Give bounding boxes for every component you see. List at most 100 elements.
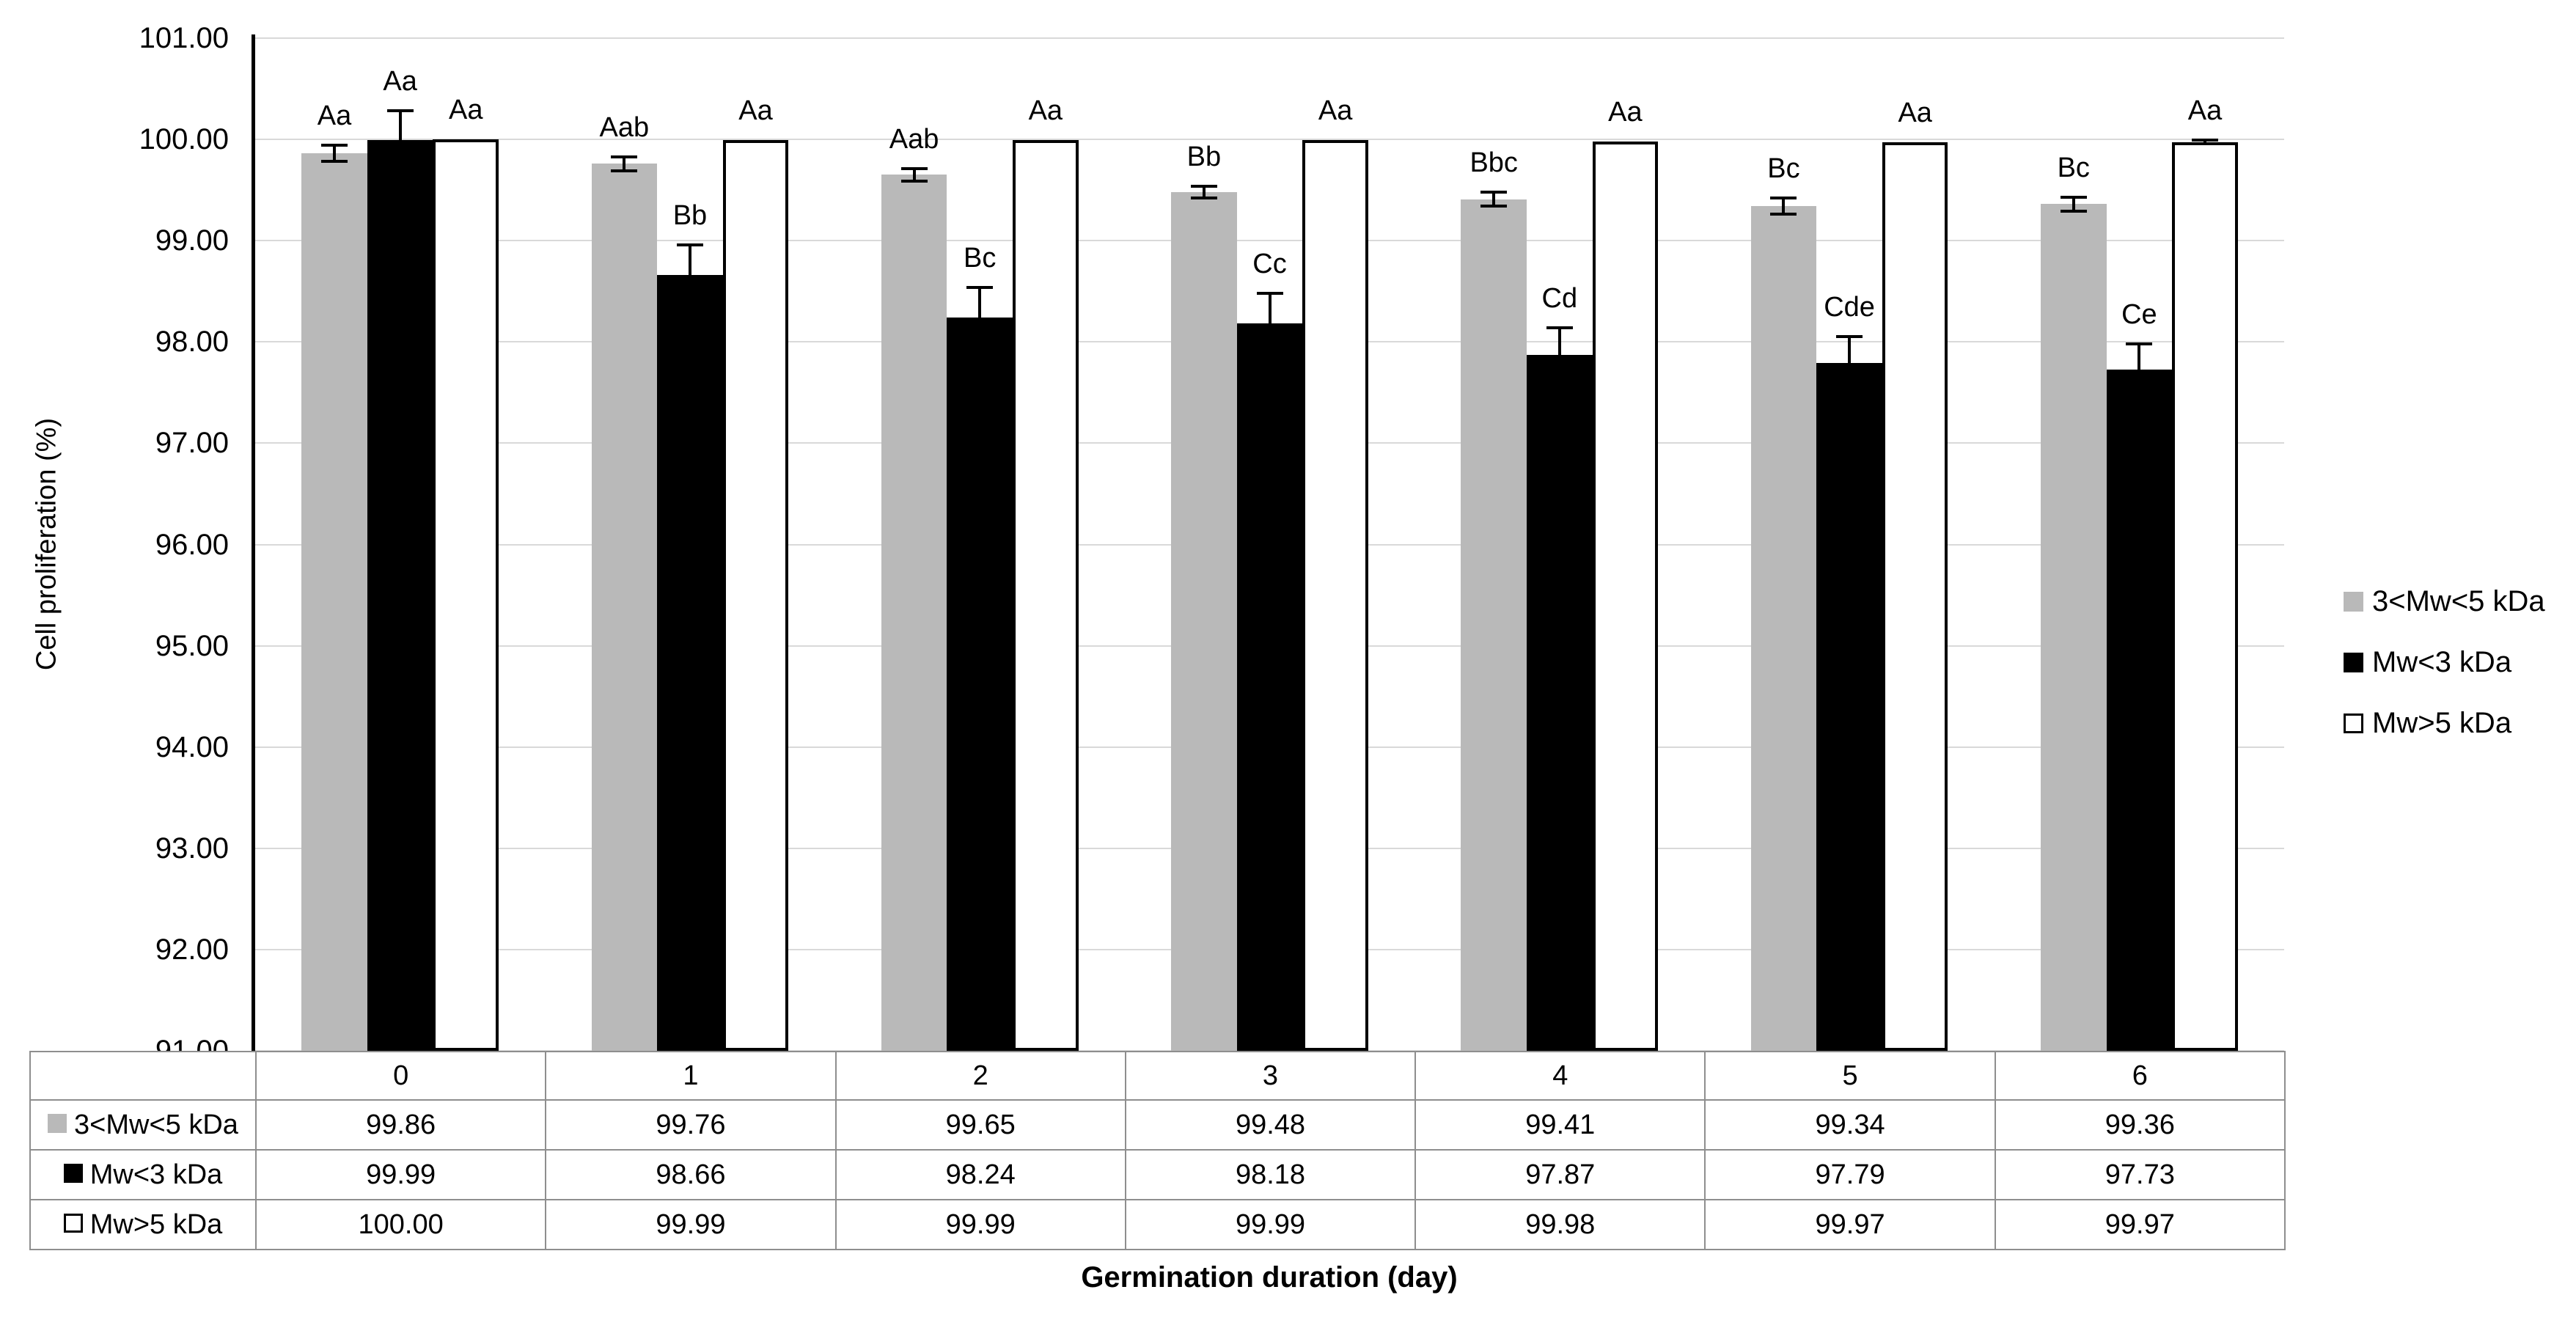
table-value-cell: 99.97 <box>1994 1199 2286 1250</box>
table-value-cell: 100.00 <box>254 1199 547 1250</box>
error-bar-cap <box>1546 326 1573 329</box>
error-bar-cap <box>321 144 348 147</box>
table-category-header: 0 <box>254 1051 547 1101</box>
table-category-header: 5 <box>1704 1051 1996 1101</box>
error-bar-cap <box>1480 205 1508 208</box>
y-axis-tick-label: 101.00 <box>139 22 229 54</box>
error-bar <box>333 145 337 162</box>
table-row-label: Mw<3 kDa <box>29 1149 257 1200</box>
table-value-cell: 99.41 <box>1414 1099 1706 1151</box>
bar <box>1461 199 1527 1051</box>
table-value-cell: 99.76 <box>545 1099 837 1151</box>
bar-significance-label: Aa <box>449 95 483 126</box>
legend-swatch-icon <box>2344 592 2363 612</box>
error-bar-cap <box>2126 342 2153 346</box>
table-category-header: 6 <box>1994 1051 2286 1101</box>
error-bar <box>1557 327 1561 356</box>
error-bar <box>1202 186 1206 199</box>
error-bar-cap <box>966 285 994 289</box>
error-bar-cap <box>2191 139 2218 142</box>
bar-significance-label: Bb <box>1186 141 1222 172</box>
bar-significance-label: Aa <box>1028 95 1063 127</box>
bar-significance-label: Bbc <box>1469 147 1518 178</box>
bar <box>2172 142 2238 1051</box>
bar <box>1013 140 1079 1051</box>
error-bar-cap <box>611 155 638 158</box>
legend-swatch-icon <box>2344 653 2363 672</box>
legend-item: Mw>5 kDa <box>2344 707 2545 740</box>
bar-significance-label: Aa <box>383 66 417 98</box>
bar-significance-label: Bc <box>2057 152 2090 183</box>
error-bar-cap <box>1190 184 1217 188</box>
bar <box>1236 323 1303 1051</box>
bar-significance-label: Ce <box>2121 299 2157 331</box>
error-bar <box>912 169 916 181</box>
y-axis-tick-label: 99.00 <box>155 224 229 257</box>
data-table: 0 1 2 3 4 5 6 3<Mw<5 kDa 99.86 99.76 99.65 99.48 99.… <box>29 1051 2286 1250</box>
error-bar <box>398 111 402 141</box>
error-bar <box>1268 293 1272 324</box>
bar-group: Bc Cde Aa <box>1704 38 1994 1051</box>
series-swatch-icon <box>63 1214 83 1233</box>
error-bar <box>2138 344 2141 370</box>
bar-group: Aa Aa Aa <box>255 38 545 1051</box>
error-bar <box>978 287 982 318</box>
table-value-cell: 99.99 <box>1124 1199 1417 1250</box>
error-bar <box>688 244 691 276</box>
table-value-cell: 98.24 <box>834 1149 1126 1200</box>
table-value-cell: 99.36 <box>1994 1099 2286 1151</box>
error-bar <box>1848 337 1852 364</box>
bar <box>2106 369 2173 1051</box>
error-bar-cap <box>1190 197 1217 200</box>
error-bar-cap <box>1836 335 1863 339</box>
bar <box>2040 204 2107 1051</box>
error-bar-cap <box>611 169 638 172</box>
bar-group: Bc Ce Aa <box>1995 38 2284 1051</box>
y-axis-tick-label: 92.00 <box>155 933 229 966</box>
series-swatch-icon <box>48 1114 67 1134</box>
bar <box>947 318 1013 1051</box>
gridline <box>255 37 2284 39</box>
bar-group: Aab Bc Aa <box>835 38 1125 1051</box>
error-bar <box>1492 191 1496 207</box>
legend-item: 3<Mw<5 kDa <box>2344 585 2545 618</box>
y-axis-line <box>252 34 255 1061</box>
bar <box>1882 142 1948 1051</box>
bar-significance-label: Bc <box>964 242 997 274</box>
series-swatch-icon <box>63 1164 83 1184</box>
bar <box>591 164 658 1051</box>
bar <box>1816 363 1882 1051</box>
bar-group: Bb Cc Aa <box>1125 38 1414 1051</box>
error-bar-cap <box>1770 213 1797 216</box>
table-category-header: 3 <box>1124 1051 1417 1101</box>
error-bar-cap <box>386 109 414 113</box>
data-table-grid: 0 1 2 3 4 5 6 3<Mw<5 kDa 99.86 99.76 99.65 99.48 99.… <box>29 1051 2286 1250</box>
bar-group: Aab Bb Aa <box>545 38 834 1051</box>
bar-significance-label: Aab <box>889 124 939 155</box>
table-value-cell: 97.87 <box>1414 1149 1706 1200</box>
bar-significance-label: Cd <box>1541 282 1578 314</box>
table-value-cell: 99.99 <box>834 1199 1126 1250</box>
bar-significance-label: Aa <box>1608 96 1643 128</box>
error-bar-cap <box>1480 190 1508 194</box>
y-axis-tick-label: 100.00 <box>139 123 229 156</box>
error-bar-cap <box>900 179 928 183</box>
bar <box>881 175 947 1051</box>
y-axis-tick-label: 94.00 <box>155 730 229 763</box>
bar <box>1302 140 1368 1051</box>
y-axis-tick-label: 96.00 <box>155 528 229 561</box>
bar-significance-label: Aa <box>738 95 773 127</box>
table-row-label: Mw>5 kDa <box>29 1199 257 1250</box>
table-value-cell: 99.97 <box>1704 1199 1996 1250</box>
bar <box>722 140 789 1051</box>
table-category-header: 4 <box>1414 1051 1706 1101</box>
bar-significance-label: Aa <box>317 100 352 132</box>
legend-label: Mw<3 kDa <box>2372 646 2512 678</box>
bar <box>657 275 723 1051</box>
table-value-cell: 97.79 <box>1704 1149 1996 1200</box>
legend-label: 3<Mw<5 kDa <box>2372 585 2545 617</box>
bar <box>367 140 433 1051</box>
table-value-cell: 98.18 <box>1124 1149 1417 1200</box>
plot-area: Aa Aa Aa Aab Bb Aa Aab Bc Aa Bb Cc Aa Bbc Cd Aa Bc Cde Aa… <box>255 37 2284 1052</box>
